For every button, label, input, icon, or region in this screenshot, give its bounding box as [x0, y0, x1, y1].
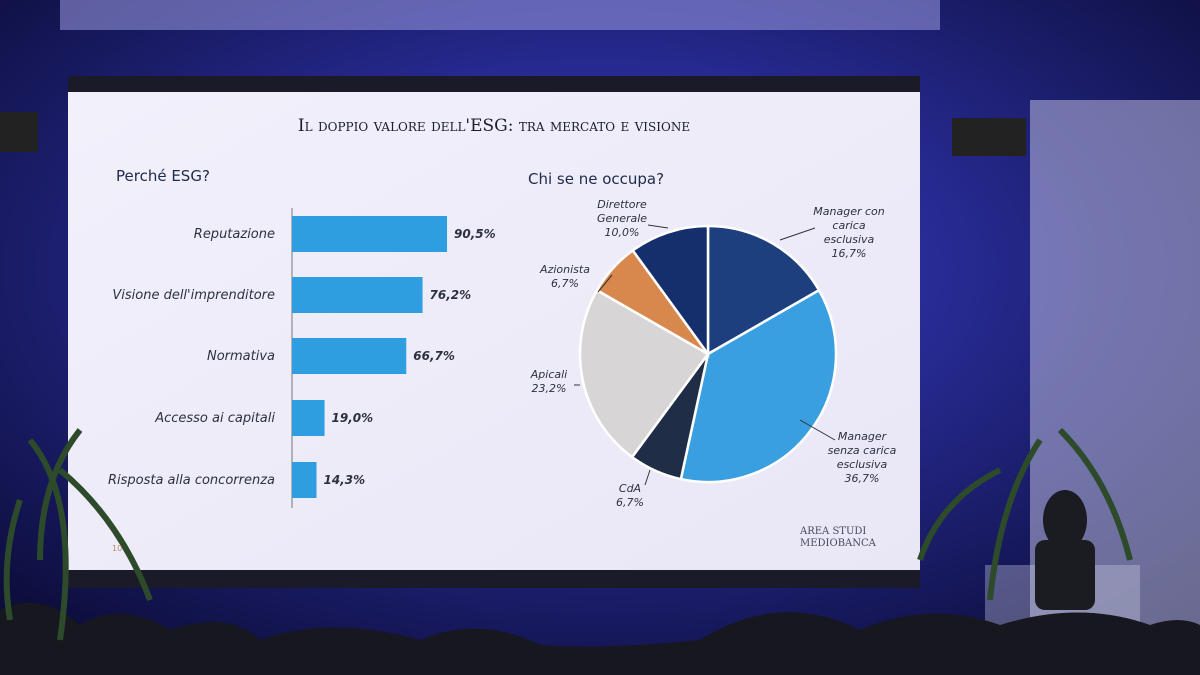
bar	[292, 277, 423, 313]
slice-value-label: 36,7%	[844, 472, 880, 485]
speaker	[952, 118, 1026, 156]
speaker-person	[1043, 490, 1087, 550]
bar	[292, 462, 317, 498]
value-label: 90,5%	[454, 227, 496, 241]
pie-slice	[706, 224, 821, 357]
category-label: Reputazione	[194, 227, 275, 242]
pie-slice	[578, 288, 710, 459]
slice-value-label: 16,7%	[831, 247, 867, 260]
plant	[3, 428, 153, 641]
leader-line	[597, 274, 613, 293]
pie-slice	[631, 224, 710, 358]
pie-slice	[679, 288, 838, 484]
leader-line	[799, 419, 836, 441]
bar	[292, 338, 407, 374]
slice-value-label: 10,0%	[604, 226, 640, 239]
bar	[292, 216, 448, 252]
slice-label: Azionista	[540, 263, 590, 276]
value-label: 19,0%	[332, 411, 374, 425]
bar	[292, 400, 325, 436]
value-label: 14,3%	[323, 473, 365, 487]
category-label: Visione dell'imprenditore	[112, 288, 275, 303]
value-label: 76,2%	[430, 288, 472, 302]
slice-label: Apicali	[530, 368, 568, 381]
slice-value-label: 6,7%	[551, 277, 579, 290]
slice-label: Manager senza carica esclusiva	[827, 430, 897, 471]
leader-line	[647, 224, 669, 229]
slice-label: Manager con carica esclusiva	[813, 205, 885, 246]
category-label: Normativa	[207, 349, 275, 364]
chart-title: Perché ESG?	[116, 167, 210, 185]
slice-value-label: 6,7%	[616, 496, 644, 509]
slice-label: CdA	[618, 482, 642, 495]
leader-line	[644, 469, 651, 486]
value-label: 66,7%	[413, 349, 455, 363]
plant	[917, 427, 1133, 601]
footer-logo: AREA STUDI MEDIOBANCA	[800, 526, 876, 549]
category-label: Accesso ai capitali	[154, 411, 275, 426]
slice-label: Direttore Generale	[596, 198, 648, 225]
audience	[0, 602, 1200, 675]
ceiling	[60, 0, 940, 30]
leader-line	[779, 227, 816, 241]
slide-title: Il doppio valore dell'ESG: tra mercato e…	[297, 116, 691, 136]
page-number: 10	[112, 544, 123, 553]
chart-title: Chi se ne occupa?	[528, 170, 665, 188]
slice-value-label: 23,2%	[531, 382, 567, 395]
speaker	[0, 112, 38, 152]
category-label: Risposta alla concorrenza	[108, 473, 275, 488]
speaker-person	[1035, 540, 1095, 610]
